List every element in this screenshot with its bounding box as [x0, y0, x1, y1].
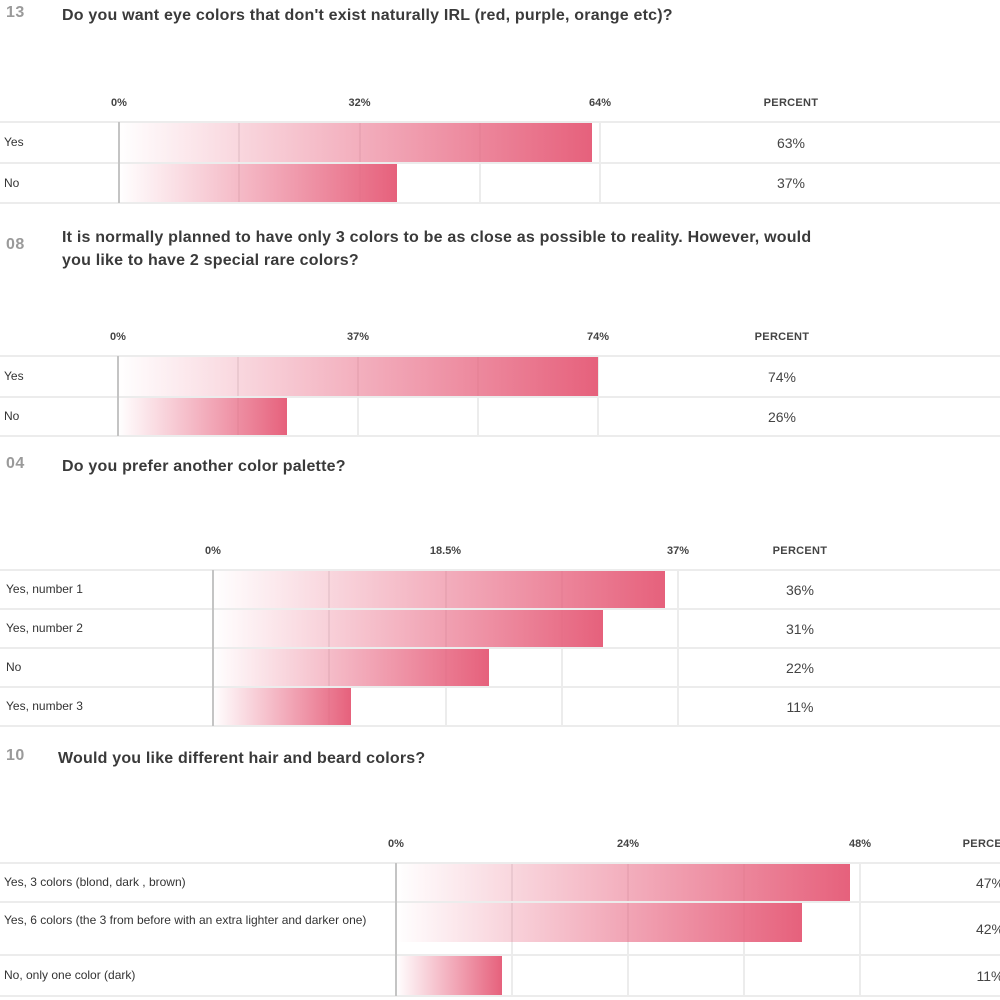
bar	[396, 864, 851, 901]
category-label: No	[6, 660, 22, 674]
value-label: 26%	[767, 408, 797, 425]
value-label: 11%	[786, 698, 814, 715]
question-text: It is normally planned to have only 3 co…	[62, 229, 812, 269]
zero-axis-line	[117, 356, 119, 436]
value-label: 63%	[776, 134, 806, 151]
value-label: 22%	[785, 659, 815, 676]
value-label: 47%	[975, 874, 1000, 891]
bar	[213, 571, 666, 608]
axis-tick-label: 24%	[616, 838, 640, 850]
axis-tick-label: 32%	[348, 97, 371, 109]
category-label: Yes, number 3	[6, 699, 83, 713]
zero-axis-line	[212, 570, 214, 726]
bar	[119, 123, 593, 162]
axis-tick-label: 48%	[848, 838, 872, 850]
category-label: Yes, 6 colors (the 3 from before with an…	[4, 912, 367, 927]
value-label: 37%	[776, 175, 806, 191]
value-label: 74%	[767, 368, 797, 385]
axis-tick-label: 0%	[205, 545, 221, 557]
row-divider	[0, 435, 1000, 437]
row-divider	[0, 162, 1000, 164]
row-divider	[0, 608, 1000, 610]
axis-tick-label: 0%	[110, 331, 126, 343]
bar	[118, 398, 287, 435]
question-number: 04	[6, 455, 25, 472]
row-divider	[0, 647, 1000, 649]
bar	[396, 903, 802, 942]
percent-column-header: PERCENT	[763, 97, 819, 109]
category-label: Yes	[4, 369, 24, 383]
row-divider	[0, 686, 1000, 688]
bar	[396, 956, 503, 995]
bar	[213, 649, 490, 686]
axis-tick-label: 37%	[346, 331, 370, 343]
zero-axis-line	[395, 863, 397, 996]
percent-column-header: PERCENT	[962, 838, 1000, 850]
zero-axis-line	[118, 122, 120, 203]
axis-tick-label: 37%	[666, 545, 690, 557]
row-divider	[0, 121, 1000, 123]
bar	[118, 357, 598, 396]
question-text: Would you like different hair and beard …	[58, 750, 426, 767]
axis-tick-label: 18.5%	[429, 545, 462, 557]
question-text: Do you prefer another color palette?	[62, 458, 346, 475]
category-label: Yes, number 2	[6, 621, 83, 635]
question-text: Do you want eye colors that don't exist …	[62, 7, 673, 24]
row-divider	[0, 396, 1000, 398]
question-number: 13	[6, 4, 25, 21]
axis-tick-label: 0%	[111, 97, 127, 109]
category-label: No, only one color (dark)	[4, 968, 136, 982]
category-label: No	[4, 175, 20, 190]
row-divider	[0, 995, 1000, 997]
percent-column-header: PERCENT	[772, 545, 828, 557]
row-divider	[0, 954, 1000, 956]
value-label: 31%	[785, 620, 815, 637]
gridline	[859, 863, 861, 996]
category-label: No	[4, 409, 20, 423]
row-divider	[0, 569, 1000, 571]
row-divider	[0, 725, 1000, 727]
bar	[119, 164, 398, 202]
row-divider	[0, 202, 1000, 204]
axis-tick-label: 64%	[588, 97, 612, 109]
row-divider	[0, 355, 1000, 357]
value-label: 42%	[975, 920, 1000, 937]
category-label: Yes	[4, 135, 24, 149]
axis-tick-label: 74%	[586, 331, 610, 343]
category-label: Yes, 3 colors (blond, dark , brown)	[4, 875, 186, 889]
percent-column-header: PERCENT	[754, 331, 810, 343]
question-number: 08	[6, 236, 25, 253]
category-label: Yes, number 1	[6, 582, 83, 596]
value-label: 11%	[976, 967, 1000, 984]
axis-tick-label: 0%	[388, 838, 404, 850]
row-divider	[0, 901, 1000, 903]
row-divider	[0, 862, 1000, 864]
bar	[213, 688, 352, 725]
value-label: 36%	[785, 581, 815, 598]
question-number: 10	[6, 747, 25, 764]
bar	[213, 610, 603, 647]
